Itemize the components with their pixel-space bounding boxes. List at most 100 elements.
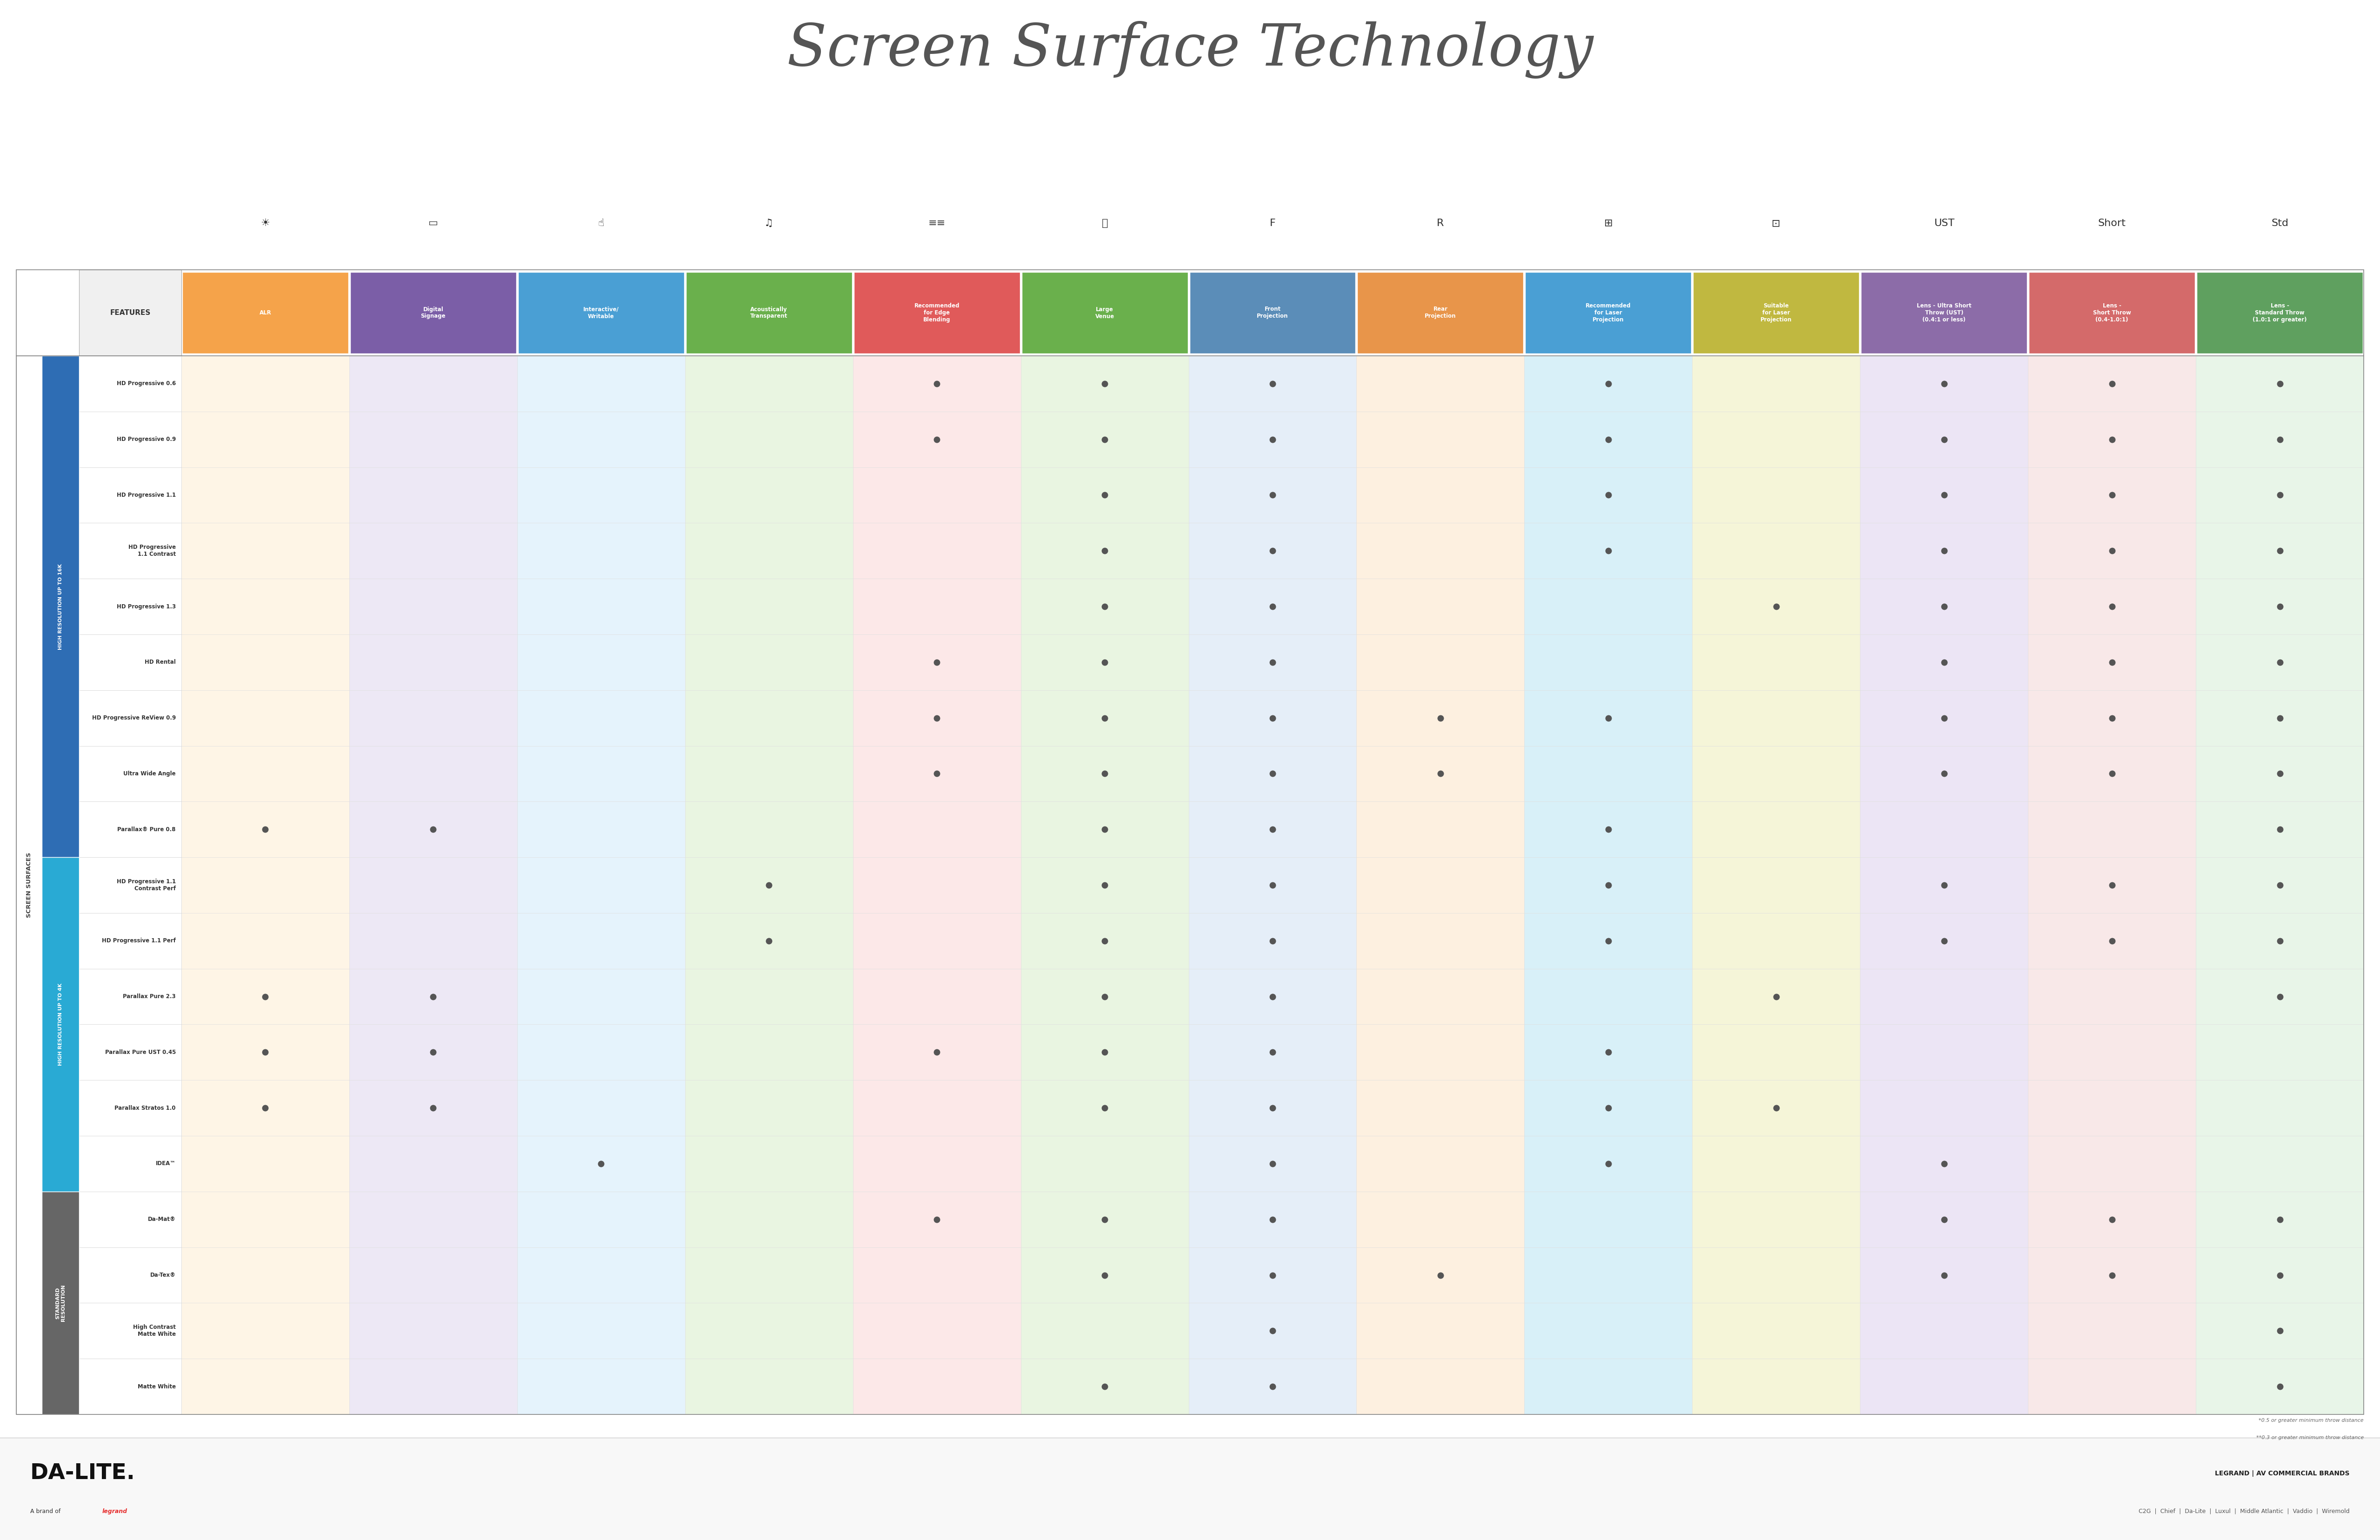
Bar: [1523, 411, 1692, 467]
Bar: [2197, 1303, 2363, 1358]
Bar: [79, 411, 181, 467]
Text: HD Progressive 1.1: HD Progressive 1.1: [117, 493, 176, 497]
Text: Recommended
for Laser
Projection: Recommended for Laser Projection: [1585, 303, 1630, 323]
Bar: [1692, 1247, 1861, 1303]
Bar: [350, 467, 516, 524]
Bar: [350, 690, 516, 745]
Text: Lens -
Short Throw
(0.4-1.0:1): Lens - Short Throw (0.4-1.0:1): [2092, 303, 2130, 323]
Bar: [1357, 273, 1523, 354]
Text: legrand: legrand: [102, 1508, 129, 1514]
Bar: [2197, 356, 2363, 411]
Bar: [2197, 690, 2363, 745]
Bar: [79, 356, 181, 411]
Bar: [1861, 1137, 2028, 1192]
Bar: [1861, 1247, 2028, 1303]
Bar: [1523, 969, 1692, 1024]
Bar: [516, 467, 685, 524]
Bar: [516, 969, 685, 1024]
Bar: [516, 690, 685, 745]
Bar: [1692, 579, 1861, 634]
Text: UST: UST: [1935, 219, 1954, 228]
Text: ▭: ▭: [428, 219, 438, 228]
Bar: [181, 1192, 350, 1247]
Text: ☀: ☀: [262, 219, 269, 228]
Bar: [1523, 1358, 1692, 1414]
Text: Std: Std: [2271, 219, 2290, 228]
Bar: [1021, 1303, 1188, 1358]
Bar: [1188, 524, 1357, 579]
Bar: [852, 1024, 1021, 1080]
Bar: [2028, 467, 2197, 524]
Bar: [1357, 745, 1523, 801]
Bar: [1692, 1137, 1861, 1192]
Bar: [350, 745, 516, 801]
Bar: [2028, 1303, 2197, 1358]
Text: ALR: ALR: [259, 310, 271, 316]
Bar: [1692, 1024, 1861, 1080]
Bar: [516, 411, 685, 467]
Text: HD Rental: HD Rental: [145, 659, 176, 665]
Bar: [1188, 1024, 1357, 1080]
Bar: [1523, 1024, 1692, 1080]
Bar: [1188, 579, 1357, 634]
Bar: [79, 969, 181, 1024]
Bar: [79, 270, 181, 356]
Bar: [1861, 411, 2028, 467]
Text: Front
Projection: Front Projection: [1257, 306, 1288, 319]
Bar: [1523, 690, 1692, 745]
Bar: [1692, 1358, 1861, 1414]
Bar: [1523, 1080, 1692, 1137]
Bar: [1357, 579, 1523, 634]
Bar: [854, 273, 1019, 354]
Bar: [2028, 969, 2197, 1024]
Bar: [1021, 634, 1188, 690]
Bar: [685, 858, 852, 913]
Text: Acoustically
Transparent: Acoustically Transparent: [750, 306, 788, 319]
Bar: [79, 745, 181, 801]
Bar: [350, 356, 516, 411]
Text: DA-LITE.: DA-LITE.: [31, 1463, 136, 1485]
Bar: [1523, 1192, 1692, 1247]
Bar: [1692, 1080, 1861, 1137]
Bar: [852, 579, 1021, 634]
Bar: [2028, 1080, 2197, 1137]
Bar: [181, 524, 350, 579]
Bar: [1692, 969, 1861, 1024]
Bar: [79, 1137, 181, 1192]
Bar: [1861, 969, 2028, 1024]
Bar: [1188, 411, 1357, 467]
Text: HD Progressive
1.1 Contrast: HD Progressive 1.1 Contrast: [129, 544, 176, 557]
Bar: [1861, 524, 2028, 579]
Bar: [685, 1192, 852, 1247]
Text: HIGH RESOLUTION UP TO 16K: HIGH RESOLUTION UP TO 16K: [57, 564, 62, 650]
Bar: [2028, 579, 2197, 634]
Bar: [1188, 1247, 1357, 1303]
Bar: [1357, 467, 1523, 524]
Bar: [79, 579, 181, 634]
Bar: [1188, 913, 1357, 969]
Bar: [79, 690, 181, 745]
Bar: [1021, 801, 1188, 858]
Bar: [79, 858, 181, 913]
Bar: [1523, 1137, 1692, 1192]
Bar: [1357, 801, 1523, 858]
Text: HD Progressive 0.9: HD Progressive 0.9: [117, 436, 176, 442]
Bar: [79, 1192, 181, 1247]
Bar: [1188, 690, 1357, 745]
Bar: [2028, 745, 2197, 801]
Bar: [1861, 1303, 2028, 1358]
Bar: [2197, 524, 2363, 579]
Text: HD Progressive 1.1 Perf: HD Progressive 1.1 Perf: [102, 938, 176, 944]
Bar: [79, 1303, 181, 1358]
Bar: [516, 524, 685, 579]
Bar: [516, 913, 685, 969]
Bar: [685, 579, 852, 634]
Bar: [1357, 690, 1523, 745]
Bar: [350, 1192, 516, 1247]
Text: Interactive/
Writable: Interactive/ Writable: [583, 306, 619, 319]
Bar: [1021, 524, 1188, 579]
Bar: [519, 273, 683, 354]
Bar: [1357, 356, 1523, 411]
Bar: [852, 745, 1021, 801]
Bar: [2197, 411, 2363, 467]
